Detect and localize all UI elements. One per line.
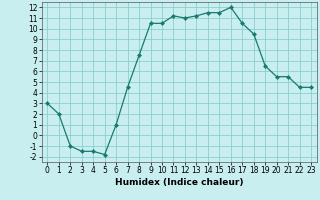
X-axis label: Humidex (Indice chaleur): Humidex (Indice chaleur) [115,178,244,187]
